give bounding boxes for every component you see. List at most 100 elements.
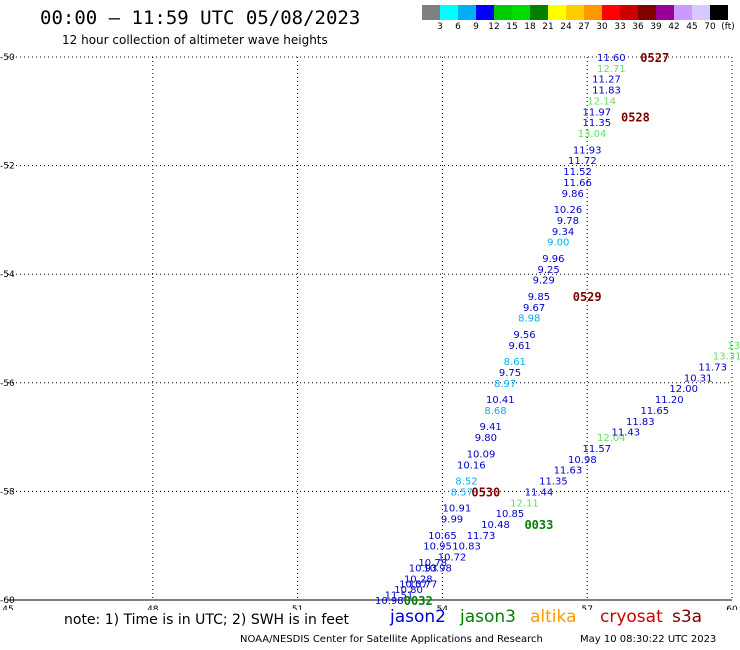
wave-height-point: 13.31 — [713, 352, 740, 363]
legend-swatch — [440, 5, 458, 20]
wave-height-point: 11.63 — [554, 466, 583, 477]
wave-height-point: 11.65 — [640, 406, 669, 417]
legend-label: 36 — [632, 22, 644, 32]
time-label: 0033 — [524, 518, 553, 532]
wave-height-point: 10.98 — [423, 563, 452, 574]
wave-height-point: 10.31 — [684, 373, 713, 384]
x-tick-label: 60 — [726, 605, 738, 610]
legend-swatch — [584, 5, 602, 20]
time-label: 0529 — [573, 290, 602, 304]
wave-height-point: 10.65 — [428, 531, 457, 542]
legend-label: 42 — [668, 22, 680, 32]
wave-height-point: 10.98 — [568, 455, 597, 466]
legend-label: 70 — [704, 22, 716, 32]
legend-label: 21 — [542, 22, 554, 32]
wave-height-point: 9.41 — [480, 422, 502, 433]
y-tick-label: -50 — [0, 53, 15, 63]
y-tick-label: -60 — [0, 596, 15, 606]
legend-label: 45 — [686, 22, 698, 32]
timestamp: May 10 08:30:22 UTC 2023 — [580, 634, 717, 645]
wave-height-point: 11.83 — [626, 417, 655, 428]
time-label: 0530 — [471, 485, 500, 499]
wave-height-point: 12.11 — [510, 498, 539, 509]
legend-swatch — [692, 5, 710, 20]
wave-height-point: 11.51 — [385, 591, 414, 602]
x-tick-label: 51 — [292, 605, 303, 610]
wave-height-point: 8.97 — [494, 379, 516, 390]
legend-label: 18 — [524, 22, 536, 32]
chart-time-labels: 0527052805290530003200330034 — [404, 51, 669, 608]
chart-grid — [8, 56, 733, 600]
wave-height-point: 13.04 — [578, 129, 607, 140]
footer-note: note: 1) Time is in UTC; 2) SWH is in fe… — [64, 612, 350, 628]
page-title: 00:00 — 11:59 UTC 05/08/2023 — [40, 7, 361, 29]
time-label: 0528 — [621, 111, 650, 125]
wave-height-point: 13.33 — [727, 341, 740, 352]
legend-swatch — [548, 5, 566, 20]
wave-height-point: 11.72 — [568, 156, 597, 167]
wave-height-point: 10.93 — [409, 563, 438, 574]
wave-height-point: 12.00 — [669, 384, 698, 395]
wave-height-point: 10.95 — [423, 542, 452, 553]
legend-label: 33 — [614, 22, 626, 32]
credit-text: NOAA/NESDIS Center for Satellite Applica… — [240, 634, 543, 645]
wave-height-point: 11.83 — [592, 86, 621, 97]
legend-swatch — [638, 5, 656, 20]
wave-height-point: 10.80 — [394, 585, 423, 596]
wave-height-point: 10.78 — [418, 558, 447, 569]
wave-height-point: 8.61 — [504, 357, 526, 368]
wave-height-point: 11.60 — [597, 53, 626, 64]
wave-height-point: 9.85 — [528, 292, 550, 303]
wave-height-point: 10.57 — [399, 580, 428, 591]
satellite-jason2: jason2 — [390, 607, 446, 627]
legend-label: 39 — [650, 22, 662, 32]
wave-height-point: 11.44 — [525, 487, 554, 498]
wave-height-point: 11.97 — [583, 107, 612, 118]
satellite-cryosat: cryosat — [600, 607, 663, 627]
wave-height-point: 8.57 — [451, 487, 473, 498]
wave-height-point: 11.27 — [592, 75, 621, 86]
legend-swatch — [566, 5, 584, 20]
y-tick-label: -52 — [0, 162, 15, 172]
wave-height-point: 10.91 — [443, 504, 472, 515]
wave-height-point: 12.04 — [597, 433, 626, 444]
legend-swatch — [674, 5, 692, 20]
color-legend — [422, 5, 728, 20]
chart-axes: 45 48 51 54 57 60 -50 -52 -54 -56 -58 -60 — [0, 53, 738, 610]
wave-height-point: 11.73 — [698, 363, 727, 374]
wave-height-point: 9.61 — [508, 341, 530, 352]
wave-height-point: 11.57 — [583, 444, 612, 455]
legend-label: 6 — [455, 22, 461, 32]
legend-swatch — [422, 5, 440, 20]
time-label: 0032 — [404, 594, 433, 608]
legend-swatch — [512, 5, 530, 20]
legend-swatch — [494, 5, 512, 20]
wave-height-point: 11.35 — [583, 118, 612, 129]
satellite-s3a: s3a — [672, 607, 703, 627]
legend-label: 24 — [560, 22, 572, 32]
wave-height-point: 9.86 — [562, 189, 584, 200]
y-tick-label: -54 — [0, 270, 15, 280]
legend-swatch — [530, 5, 548, 20]
wave-height-point: 9.34 — [552, 227, 574, 238]
legend-label: (ft) — [721, 22, 735, 32]
wave-height-point: 10.85 — [496, 509, 525, 520]
x-tick-label: 48 — [147, 605, 159, 610]
satellite-jason3: jason3 — [460, 607, 516, 627]
wave-height-point: 8.98 — [518, 314, 540, 325]
wave-height-point: 9.25 — [537, 265, 559, 276]
wave-height-point: 10.09 — [467, 449, 496, 460]
time-label: 0527 — [640, 51, 669, 65]
wave-height-point: 10.48 — [481, 520, 510, 531]
page-subtitle: 12 hour collection of altimeter wave hei… — [62, 33, 328, 47]
wave-height-point: 9.29 — [533, 276, 555, 287]
wave-height-point: 9.56 — [513, 330, 535, 341]
wave-height-point: 10.28 — [404, 574, 433, 585]
legend-label: 27 — [578, 22, 590, 32]
legend-swatch — [710, 5, 728, 20]
legend-swatch — [620, 5, 638, 20]
legend-label: 9 — [473, 22, 479, 32]
legend-label: 12 — [488, 22, 500, 32]
wave-height-point: 9.99 — [441, 515, 463, 526]
wave-height-point: 10.72 — [438, 553, 467, 564]
